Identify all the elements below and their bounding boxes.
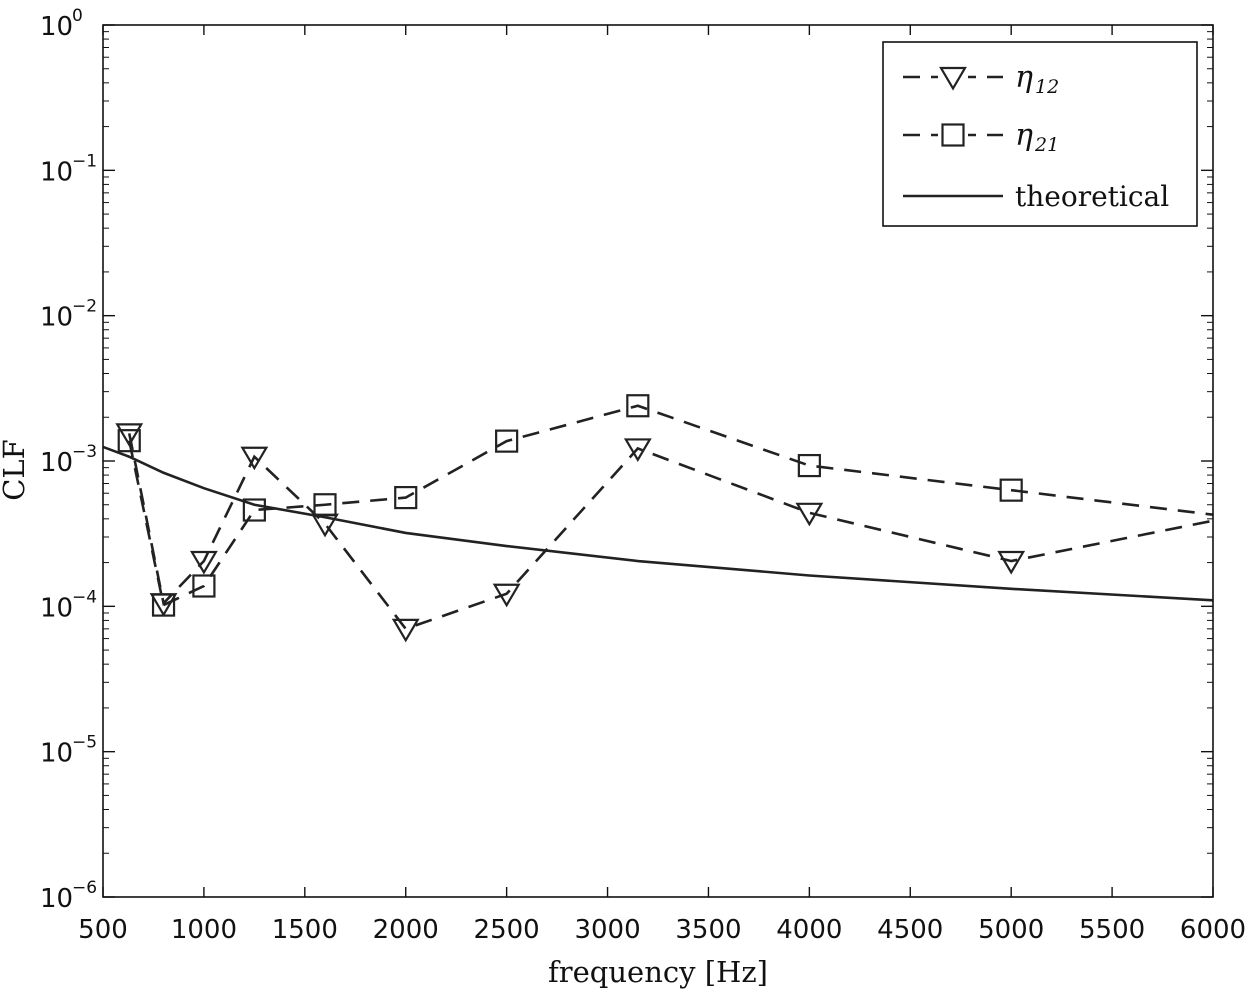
data-point	[151, 593, 176, 617]
y-tick-exponent: 0	[72, 6, 83, 26]
legend-marker	[939, 66, 967, 91]
data-point	[117, 429, 141, 453]
data-point	[623, 438, 652, 463]
x-tick-label: 4000	[776, 915, 842, 945]
data-point	[997, 550, 1026, 575]
y-tick-exponent: −2	[72, 297, 97, 317]
data-point	[797, 453, 821, 478]
y-tick-exponent: −4	[72, 587, 97, 607]
series-1	[117, 394, 1213, 617]
series-line	[103, 445, 1213, 602]
data-point	[313, 493, 337, 517]
y-tick-exponent: −6	[72, 878, 97, 898]
data-point	[795, 502, 824, 527]
legend-item: η 21	[903, 118, 1059, 156]
series-line	[127, 433, 1213, 631]
y-tick-label: 10	[40, 303, 73, 333]
series-2	[103, 445, 1213, 602]
data-point	[495, 429, 519, 453]
series-layer	[103, 394, 1213, 643]
legend-items: η 12 η 21 theoretical	[903, 60, 1169, 213]
y-axis-title: CLF	[0, 439, 31, 501]
y-tick-label: 10	[40, 448, 73, 478]
legend-label: theoretical	[1015, 180, 1169, 213]
ticks-layer	[102, 24, 1214, 898]
legend-item: η 12	[903, 60, 1059, 98]
labels-layer: 500 1000 1500 2000 2500 3000 3500 4000 4500 5000 5…	[40, 6, 1246, 945]
x-tick-label: 2000	[373, 915, 439, 945]
data-point	[391, 618, 420, 643]
data-point	[999, 478, 1023, 502]
x-tick-label: 2500	[474, 915, 540, 945]
legend-marker	[941, 123, 965, 147]
legend-label-subscript: 12	[1035, 76, 1059, 98]
y-tick-label: 10	[40, 157, 73, 187]
y-tick-label: 10	[40, 884, 73, 914]
x-tick-label: 1500	[272, 915, 338, 945]
x-tick-label: 4500	[877, 915, 943, 945]
x-tick-label: 5000	[978, 915, 1044, 945]
y-tick-exponent: −1	[72, 151, 97, 171]
legend-label-subscript: 21	[1034, 134, 1059, 156]
x-tick-label: 3000	[574, 915, 640, 945]
data-point	[192, 574, 216, 598]
x-tick-label: 6000	[1180, 915, 1246, 945]
legend: η 12 η 21 theoretical	[882, 41, 1198, 227]
y-tick-exponent: −3	[72, 442, 97, 462]
y-tick-label: 10	[40, 593, 73, 623]
series-line	[127, 404, 1213, 607]
x-tick-label: 500	[78, 915, 128, 945]
data-point	[242, 498, 266, 522]
y-tick-exponent: −5	[72, 733, 97, 753]
legend-item: theoretical	[903, 180, 1169, 213]
data-point	[240, 446, 269, 471]
series-0	[115, 423, 1213, 643]
x-axis-title: frequency [Hz]	[548, 955, 768, 989]
y-tick-label: 10	[40, 12, 73, 42]
data-point	[626, 394, 650, 418]
x-tick-label: 3500	[675, 915, 741, 945]
x-tick-label: 5500	[1079, 915, 1145, 945]
data-point	[394, 485, 418, 510]
data-point	[189, 550, 218, 575]
x-tick-label: 1000	[171, 915, 237, 945]
data-point	[115, 423, 144, 447]
data-point	[492, 583, 521, 608]
y-tick-label: 10	[40, 739, 73, 769]
